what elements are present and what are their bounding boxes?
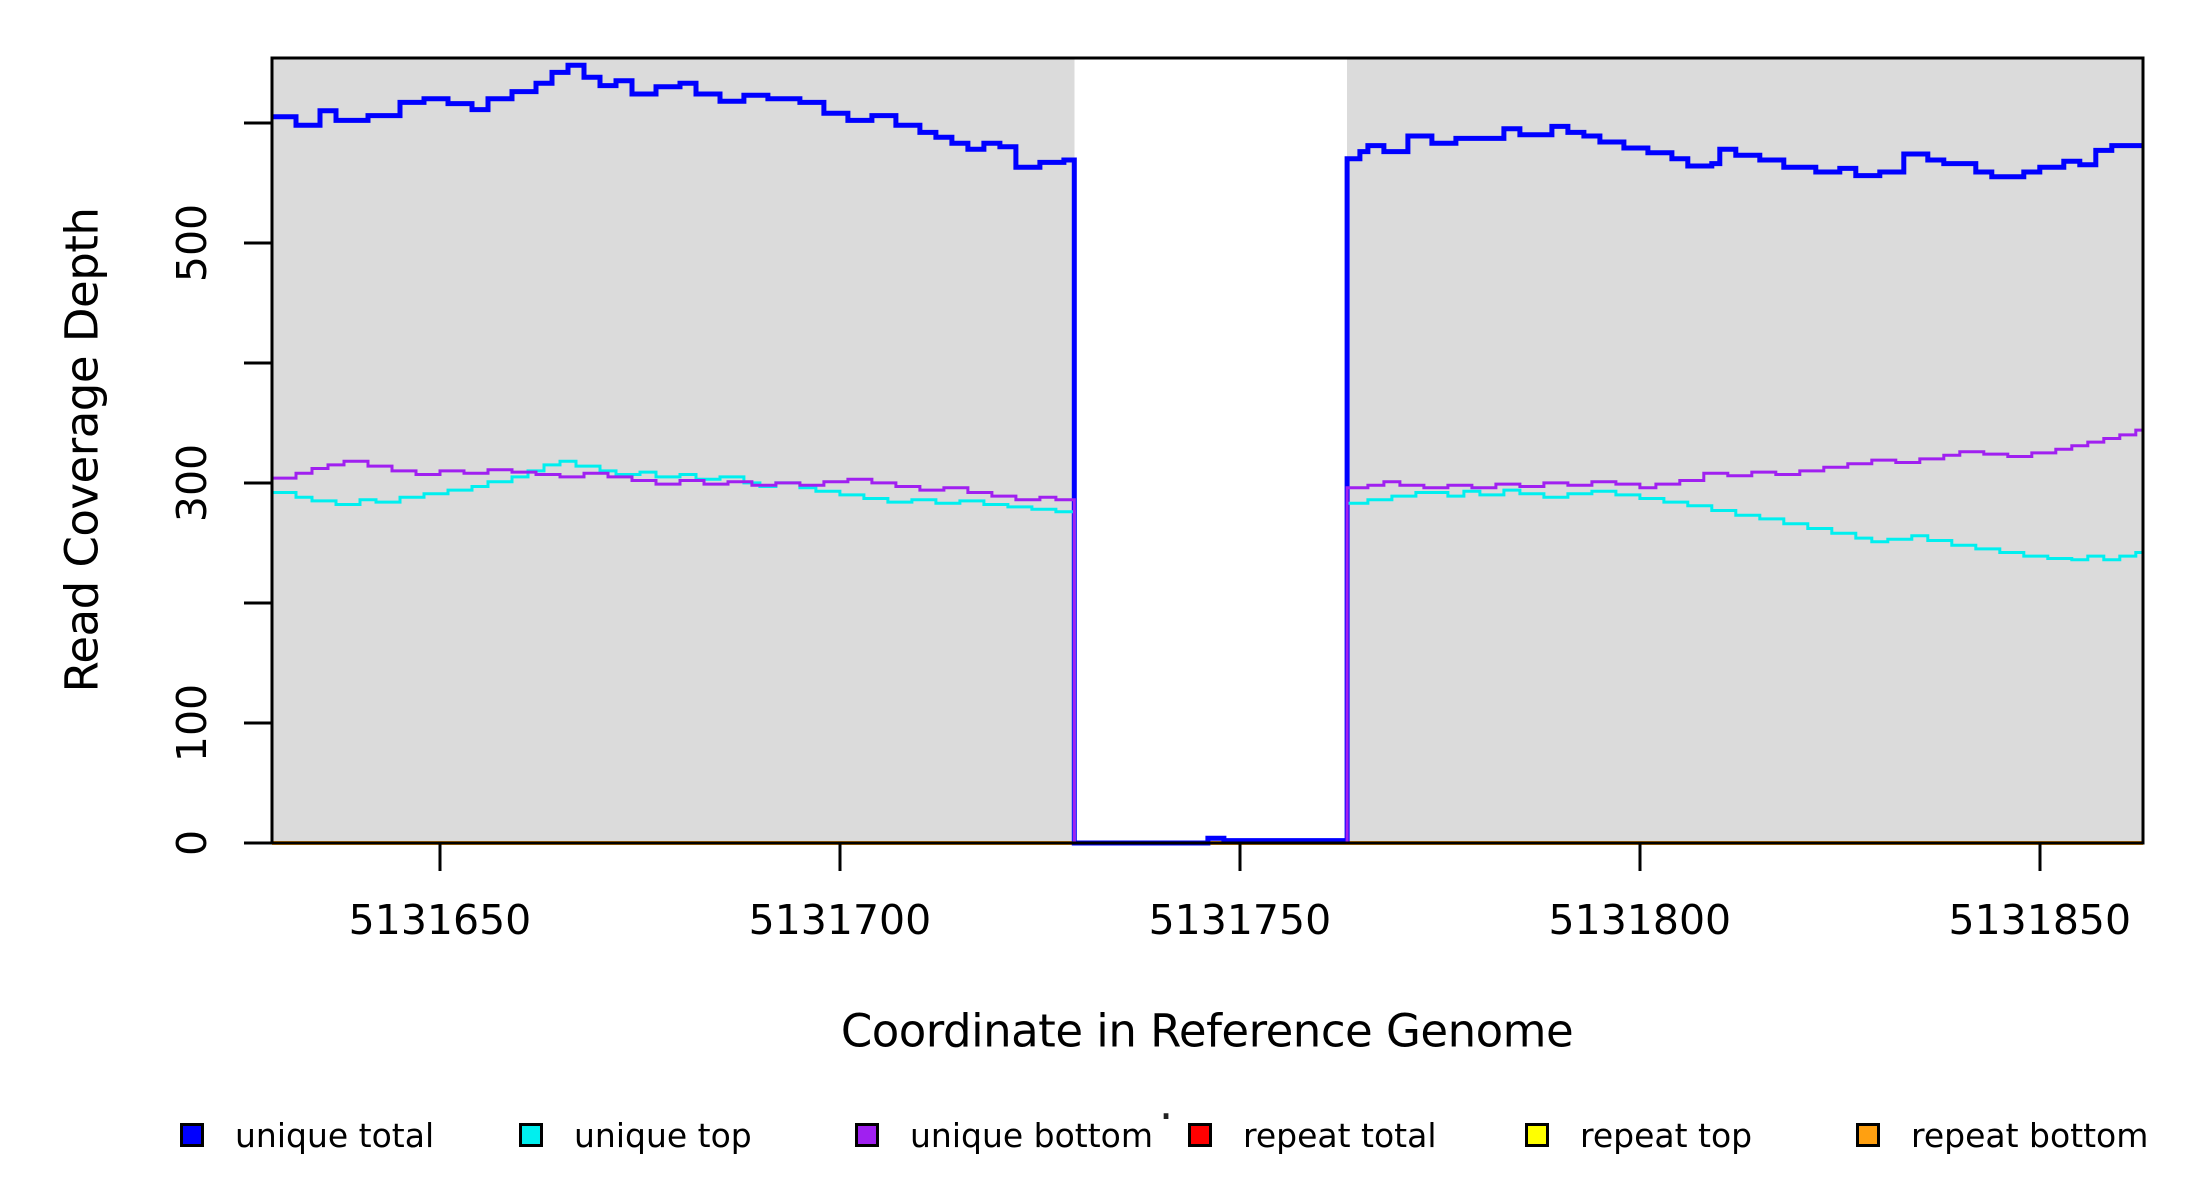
legend-label: unique bottom: [910, 1115, 1154, 1155]
legend-swatch-repeat-total: [1188, 1123, 1212, 1147]
legend-label: unique total: [235, 1115, 435, 1155]
x-tick-label: 5131850: [1948, 896, 2132, 944]
legend-swatch-unique-bottom: [855, 1123, 879, 1147]
x-tick-label: 5131800: [1548, 896, 1732, 944]
x-tick-label: 5131650: [348, 896, 532, 944]
series-unique-bottom: [272, 427, 2145, 845]
legend-item-unique-total: unique total: [180, 1116, 434, 1155]
legend-swatch-unique-total: [180, 1123, 204, 1147]
x-tick-label: 5131750: [1148, 896, 1332, 944]
legend-swatch-unique-top: [519, 1123, 543, 1147]
legend-item-repeat-top: repeat top: [1525, 1116, 1752, 1155]
legend-swatch-repeat-top: [1525, 1123, 1549, 1147]
y-tick-label: 500: [168, 203, 216, 282]
shaded-region: [272, 58, 1075, 843]
legend-label: repeat bottom: [1911, 1115, 2149, 1155]
series-unique-top: [272, 459, 2145, 843]
legend-label: repeat top: [1580, 1115, 1753, 1155]
legend-swatch-repeat-bottom: [1856, 1123, 1880, 1147]
y-tick-label: 100: [168, 683, 216, 763]
plot-box: [270, 56, 2145, 845]
legend-item-unique-bottom: unique bottom: [855, 1116, 1153, 1155]
x-axis-title: Coordinate in Reference Genome: [840, 1004, 1574, 1058]
legend-label: unique top: [574, 1115, 752, 1155]
legend-item-repeat-total: repeat total: [1188, 1116, 1437, 1155]
x-tick-label: 5131700: [748, 896, 932, 944]
y-tick-label: 0: [168, 829, 216, 857]
y-tick-label: 300: [168, 443, 216, 523]
legend-item-repeat-bottom: repeat bottom: [1856, 1116, 2148, 1155]
shaded-region: [1347, 58, 2143, 843]
legend-item-unique-top: unique top: [519, 1116, 752, 1155]
y-axis-title: Read Coverage Depth: [55, 207, 109, 693]
legend-label: repeat total: [1243, 1115, 1437, 1155]
